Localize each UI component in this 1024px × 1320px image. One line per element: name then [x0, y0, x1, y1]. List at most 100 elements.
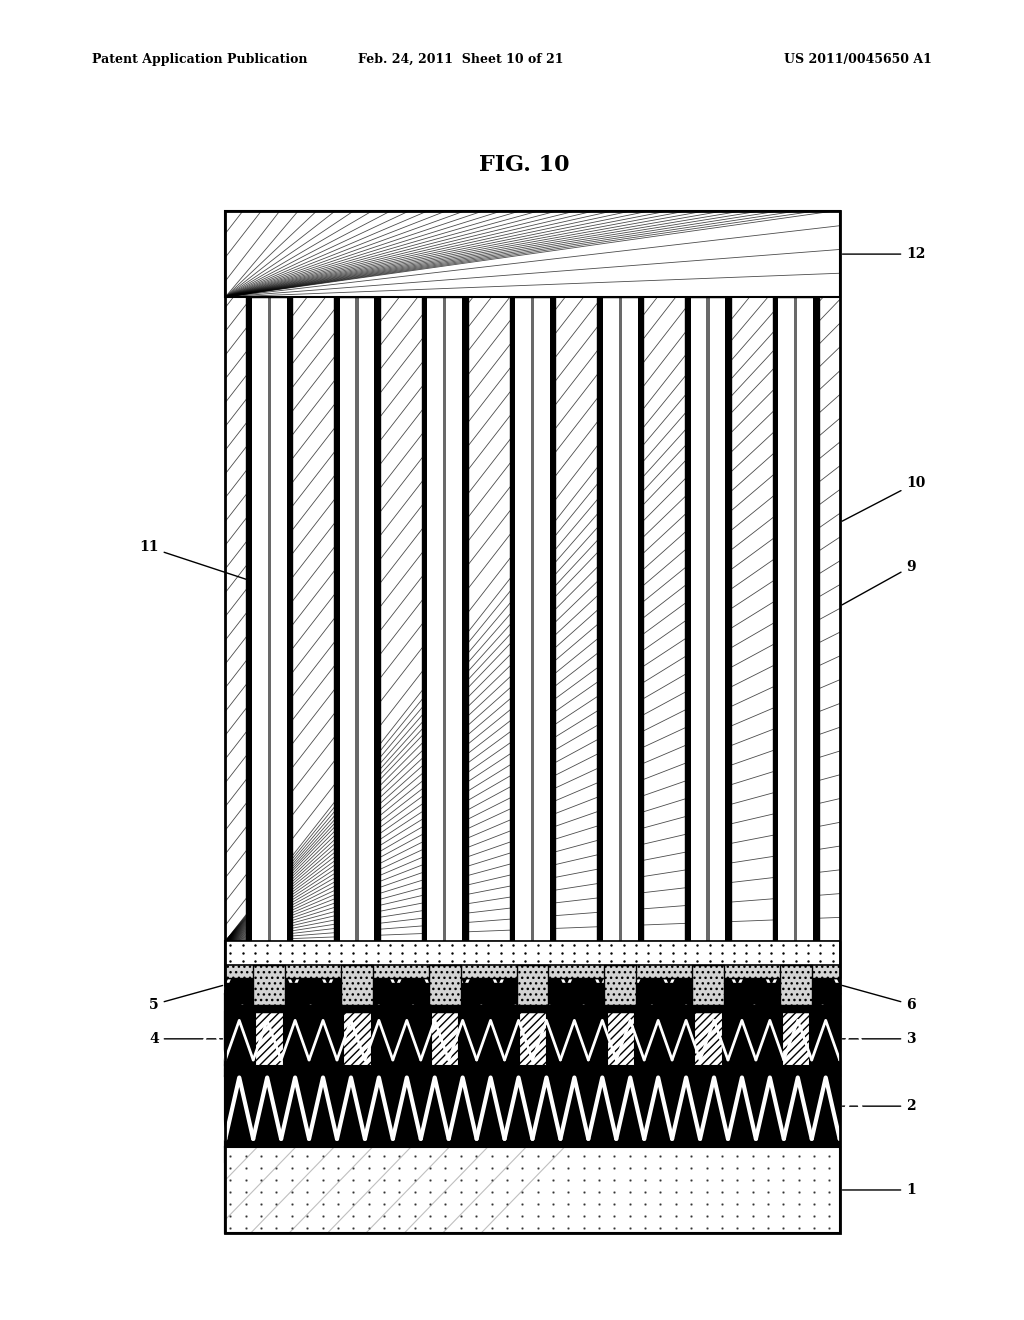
Bar	[542, 297, 550, 941]
Bar	[427, 297, 435, 941]
Text: 12: 12	[843, 247, 926, 261]
Bar	[690, 297, 699, 941]
Bar	[225, 1147, 840, 1233]
Bar	[685, 297, 731, 941]
Bar	[252, 297, 260, 941]
Bar	[225, 297, 840, 941]
Bar	[375, 297, 380, 941]
Bar	[260, 297, 279, 941]
Bar	[454, 297, 462, 941]
Bar	[707, 297, 710, 941]
Text: 11: 11	[139, 540, 266, 586]
Text: FIG. 10: FIG. 10	[479, 154, 569, 176]
Bar	[630, 297, 638, 941]
Bar	[334, 297, 380, 941]
Bar	[443, 297, 446, 941]
Text: 4: 4	[148, 1032, 222, 1045]
Text: US 2011/0045650 A1: US 2011/0045650 A1	[784, 53, 932, 66]
Text: 2: 2	[843, 1100, 915, 1113]
Bar	[422, 297, 468, 941]
Bar	[725, 297, 731, 941]
Bar	[247, 297, 252, 941]
Bar	[618, 297, 622, 941]
Bar	[717, 297, 725, 941]
Bar	[334, 297, 340, 941]
Bar	[523, 297, 542, 941]
Bar	[717, 297, 725, 941]
Bar	[795, 297, 798, 941]
Bar	[699, 297, 717, 941]
Bar	[225, 983, 840, 994]
Bar	[630, 297, 638, 941]
Bar	[355, 297, 358, 941]
Bar	[287, 297, 292, 941]
Bar	[515, 297, 523, 941]
Text: 6: 6	[843, 986, 915, 1011]
Bar	[225, 1005, 840, 1012]
Bar	[604, 965, 636, 1005]
Bar	[340, 297, 348, 941]
Bar	[225, 211, 840, 941]
Bar	[252, 297, 260, 941]
Bar	[510, 297, 515, 941]
Bar	[225, 211, 840, 297]
Bar	[225, 994, 840, 1076]
Text: Feb. 24, 2011  Sheet 10 of 21: Feb. 24, 2011 Sheet 10 of 21	[358, 53, 563, 66]
Bar	[225, 211, 840, 297]
Bar	[685, 297, 731, 941]
Bar	[225, 941, 840, 965]
Bar	[334, 297, 380, 941]
Bar	[542, 297, 550, 941]
Bar	[247, 297, 292, 941]
Text: 9: 9	[842, 560, 915, 605]
Bar	[611, 297, 630, 941]
Bar	[429, 965, 461, 1005]
Bar	[597, 297, 643, 941]
Bar	[279, 297, 287, 941]
Text: 3: 3	[843, 1032, 915, 1045]
Bar	[225, 1065, 840, 1147]
Bar	[340, 297, 348, 941]
Bar	[225, 1076, 840, 1162]
Bar	[597, 297, 643, 941]
Bar	[813, 297, 818, 941]
Bar	[225, 941, 840, 978]
Bar	[435, 297, 454, 941]
Text: 5: 5	[150, 986, 222, 1011]
Bar	[267, 297, 270, 941]
Bar	[786, 297, 805, 941]
Bar	[603, 297, 611, 941]
Bar	[690, 297, 699, 941]
Bar	[778, 297, 786, 941]
Bar	[225, 1012, 840, 1065]
Bar	[685, 297, 690, 941]
Bar	[431, 1012, 459, 1065]
Bar	[454, 297, 462, 941]
Bar	[530, 297, 535, 941]
Text: 1: 1	[843, 1183, 916, 1197]
Bar	[247, 297, 292, 941]
Bar	[225, 1147, 840, 1233]
Bar	[515, 297, 523, 941]
Bar	[225, 941, 840, 978]
Bar	[780, 965, 812, 1005]
Bar	[422, 297, 427, 941]
Bar	[516, 965, 549, 1005]
Bar	[694, 1012, 722, 1065]
Bar	[692, 965, 724, 1005]
Bar	[638, 297, 643, 941]
Bar	[773, 297, 818, 941]
Text: Patent Application Publication: Patent Application Publication	[92, 53, 307, 66]
Bar	[225, 941, 840, 965]
Bar	[225, 941, 840, 994]
Bar	[348, 297, 366, 941]
Bar	[606, 1012, 634, 1065]
Bar	[805, 297, 813, 941]
Bar	[603, 297, 611, 941]
Bar	[422, 297, 468, 941]
Bar	[510, 297, 555, 941]
Bar	[343, 1012, 371, 1065]
Text: 10: 10	[842, 475, 926, 521]
Bar	[253, 965, 285, 1005]
Bar	[773, 297, 778, 941]
